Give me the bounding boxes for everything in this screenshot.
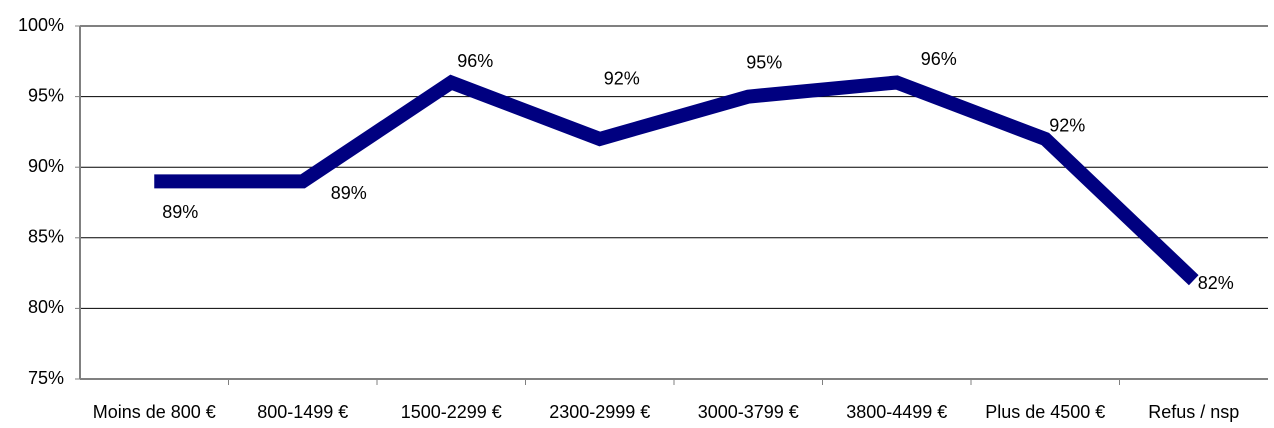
y-tick-label: 95% (28, 85, 64, 105)
data-label: 96% (921, 49, 957, 69)
data-label: 96% (457, 51, 493, 71)
y-tick-label: 75% (28, 368, 64, 388)
x-tick-label: 800-1499 € (257, 402, 348, 422)
data-label: 92% (604, 69, 640, 89)
y-tick-label: 100% (18, 15, 64, 35)
x-tick-label: 3800-4499 € (846, 402, 947, 422)
y-tick-label: 85% (28, 227, 64, 247)
x-tick-label: 3000-3799 € (698, 402, 799, 422)
data-line (154, 74, 1199, 286)
data-label: 95% (746, 52, 782, 72)
x-tick-label: 1500-2299 € (401, 402, 502, 422)
data-label: 92% (1049, 116, 1085, 136)
data-label: 89% (162, 202, 198, 222)
y-tick-label: 80% (28, 297, 64, 317)
y-tick-label: 90% (28, 156, 64, 176)
x-tick-label: Plus de 4500 € (985, 402, 1105, 422)
data-label: 89% (331, 183, 367, 203)
x-tick-label: Refus / nsp (1148, 402, 1239, 422)
data-label: 82% (1198, 273, 1234, 293)
x-tick-label: Moins de 800 € (93, 402, 216, 422)
x-tick-label: 2300-2999 € (549, 402, 650, 422)
